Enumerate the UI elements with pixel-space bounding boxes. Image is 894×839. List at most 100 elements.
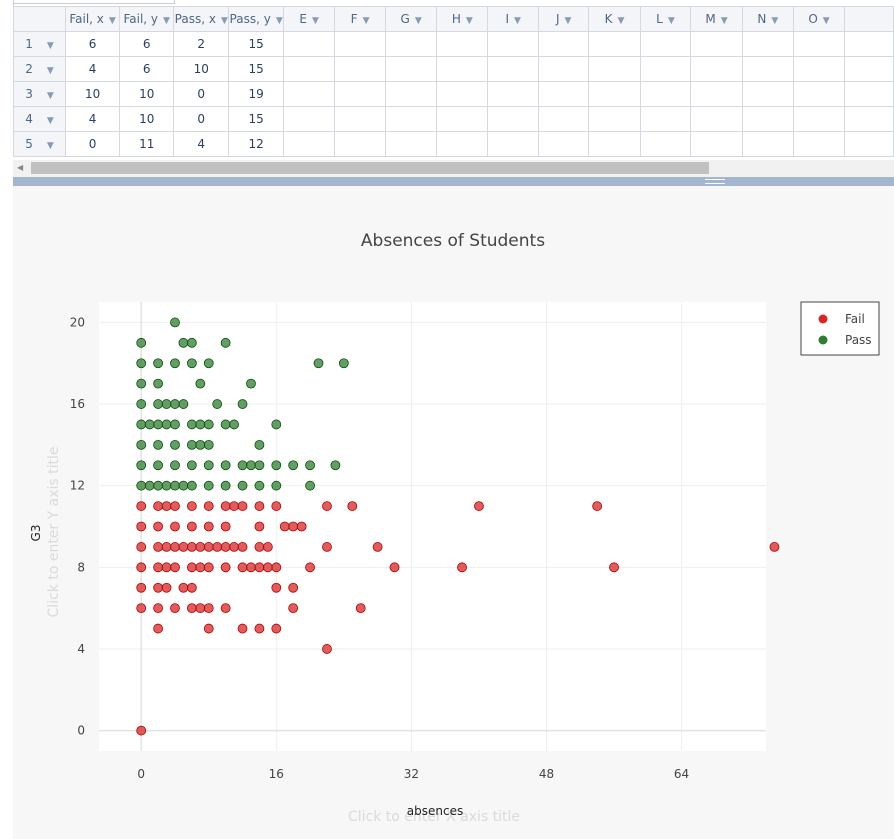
panel-resize-handle[interactable]	[13, 177, 894, 186]
data-point-fail[interactable]	[136, 501, 147, 511]
column-menu-icon[interactable]: ▼	[465, 16, 473, 26]
data-point-pass[interactable]	[271, 419, 282, 430]
table-cell[interactable]	[792, 81, 846, 107]
column-menu-icon[interactable]: ▼	[362, 16, 370, 26]
column-header[interactable]: Pass, x ▼	[173, 6, 230, 32]
data-point-fail[interactable]	[372, 542, 383, 552]
data-point-pass[interactable]	[237, 399, 248, 409]
data-point-fail[interactable]	[220, 542, 231, 552]
table-cell[interactable]	[283, 81, 336, 107]
table-cell[interactable]	[487, 106, 539, 132]
row-menu-icon[interactable]: ▼	[46, 66, 54, 76]
data-point-pass[interactable]	[153, 399, 164, 409]
column-menu-icon[interactable]: ▼	[220, 16, 228, 26]
data-point-fail[interactable]	[203, 521, 214, 532]
table-cell[interactable]	[741, 106, 794, 132]
data-point-fail[interactable]	[254, 521, 265, 532]
data-point-fail[interactable]	[305, 562, 315, 573]
data-point-pass[interactable]	[170, 419, 180, 430]
y-axis-title-placeholder[interactable]: Click to enter Y axis title	[46, 447, 62, 618]
data-point-fail[interactable]	[153, 521, 164, 532]
column-header[interactable]: Fail, x ▼	[65, 6, 121, 32]
data-point-pass[interactable]	[136, 378, 147, 389]
table-cell[interactable]	[588, 81, 641, 107]
table-cell[interactable]	[792, 106, 846, 132]
table-cell[interactable]: 0	[65, 131, 121, 157]
data-point-fail[interactable]	[186, 542, 197, 552]
y-axis-title[interactable]: G3	[29, 525, 43, 542]
table-cell[interactable]	[844, 56, 894, 82]
data-point-fail[interactable]	[170, 501, 180, 511]
data-point-pass[interactable]	[305, 480, 315, 491]
data-point-pass[interactable]	[288, 460, 299, 471]
data-point-pass[interactable]	[161, 419, 172, 430]
column-header[interactable]: E ▼	[283, 6, 336, 32]
column-menu-icon[interactable]: ▼	[771, 16, 779, 26]
data-point-fail[interactable]	[195, 562, 206, 573]
data-point-pass[interactable]	[144, 419, 155, 430]
data-point-pass[interactable]	[136, 460, 147, 471]
scrollbar-thumb[interactable]	[31, 162, 709, 174]
data-point-fail[interactable]	[254, 623, 265, 634]
data-point-fail[interactable]	[355, 603, 366, 614]
table-cell[interactable]: 10	[173, 56, 230, 82]
table-cell[interactable]: 2	[173, 31, 230, 57]
data-point-pass[interactable]	[186, 439, 197, 450]
data-point-pass[interactable]	[178, 480, 189, 491]
table-cell[interactable]	[436, 131, 489, 157]
table-cell[interactable]	[741, 31, 794, 57]
data-point-fail[interactable]	[229, 542, 239, 552]
row-menu-icon[interactable]: ▼	[46, 91, 54, 101]
data-point-pass[interactable]	[186, 358, 197, 369]
column-menu-icon[interactable]: ▼	[667, 16, 675, 26]
table-cell[interactable]	[537, 81, 590, 107]
column-header[interactable]: M ▼	[690, 6, 743, 32]
data-point-pass[interactable]	[136, 480, 147, 491]
table-cell[interactable]	[436, 56, 489, 82]
data-point-fail[interactable]	[136, 725, 147, 736]
table-cell[interactable]	[334, 81, 387, 107]
table-cell[interactable]	[334, 31, 387, 57]
data-point-pass[interactable]	[153, 439, 164, 450]
legend-label-pass[interactable]: Pass	[845, 333, 872, 347]
table-cell[interactable]	[690, 106, 743, 132]
table-cell[interactable]: 4	[65, 106, 121, 132]
table-cell[interactable]	[639, 106, 692, 132]
data-point-pass[interactable]	[271, 460, 282, 471]
data-point-pass[interactable]	[136, 337, 147, 348]
data-point-fail[interactable]	[262, 542, 273, 552]
column-menu-icon[interactable]: ▼	[311, 16, 319, 26]
table-cell[interactable]	[487, 31, 539, 57]
table-cell[interactable]	[385, 106, 438, 132]
column-menu-icon[interactable]: ▼	[617, 16, 625, 26]
table-cell[interactable]	[537, 106, 590, 132]
data-point-pass[interactable]	[153, 480, 164, 491]
data-point-fail[interactable]	[220, 521, 231, 532]
row-header[interactable]: 2 ▼	[12, 56, 67, 82]
legend-label-fail[interactable]: Fail	[845, 312, 865, 326]
data-point-fail[interactable]	[237, 501, 248, 511]
data-point-pass[interactable]	[136, 399, 147, 409]
data-point-fail[interactable]	[296, 521, 307, 532]
table-cell[interactable]: 15	[228, 31, 285, 57]
table-cell[interactable]	[792, 31, 846, 57]
column-header[interactable]: L ▼	[639, 6, 692, 32]
data-point-pass[interactable]	[161, 480, 172, 491]
table-cell[interactable]: 15	[228, 106, 285, 132]
legend-marker-pass[interactable]	[818, 335, 828, 345]
data-point-fail[interactable]	[170, 562, 180, 573]
table-cell[interactable]	[792, 56, 846, 82]
data-point-fail[interactable]	[237, 542, 248, 552]
data-point-pass[interactable]	[195, 378, 206, 389]
data-point-pass[interactable]	[338, 358, 349, 369]
data-point-pass[interactable]	[220, 419, 231, 430]
column-header[interactable]: I ▼	[487, 6, 539, 32]
data-point-fail[interactable]	[161, 542, 172, 552]
data-point-fail[interactable]	[186, 521, 197, 532]
column-header[interactable]: K ▼	[588, 6, 641, 32]
data-point-fail[interactable]	[161, 501, 172, 511]
row-header[interactable]: 5 ▼	[12, 131, 67, 157]
table-cell[interactable]	[741, 56, 794, 82]
table-cell[interactable]	[690, 31, 743, 57]
data-point-fail[interactable]	[288, 521, 299, 532]
